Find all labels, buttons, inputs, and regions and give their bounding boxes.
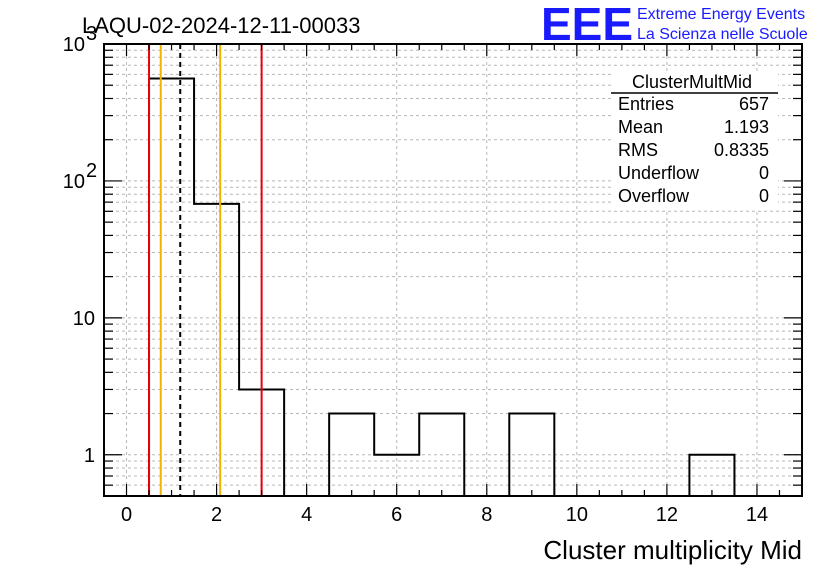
plot-title: LAQU-02-2024-12-11-00033 [82,13,360,38]
stats-box: ClusterMultMid Entries 657 Mean 1.193 RMS 0.8… [611,72,778,210]
y-tick-label: 10 [63,171,85,193]
stats-row-value: 657 [739,94,769,114]
histogram-bin [149,78,194,496]
eee-logo-mark: EEE [541,0,633,50]
x-tick-label: 10 [566,504,588,526]
eee-logo: EEE Extreme Energy Events La Scienza nel… [541,0,808,50]
x-tick-label: 8 [481,504,492,526]
x-tick-label: 2 [211,504,222,526]
y-tick-exponent: 2 [86,160,97,182]
stats-row-label: Underflow [618,163,700,183]
y-tick-label: 10 [73,308,95,330]
y-tick-label: 1 [84,445,95,467]
stats-row-value: 0.8335 [714,140,769,160]
x-tick-label: 4 [301,504,312,526]
stats-row-label: Entries [618,94,674,114]
stats-row-label: Mean [618,117,663,137]
stats-row-label: Overflow [618,186,690,206]
y-tick-label: 10 [63,34,85,56]
stats-row-value: 1.193 [724,117,769,137]
x-tick-label: 12 [656,504,678,526]
x-tick-label: 6 [391,504,402,526]
marker-lines [148,44,263,496]
x-tick-label: 14 [746,504,768,526]
eee-logo-line1: Extreme Energy Events [637,6,805,23]
eee-logo-line2: La Scienza nelle Scuole [637,26,808,43]
stats-row-value: 0 [759,163,769,183]
stats-row-label: RMS [618,140,658,160]
x-tick-label: 0 [121,504,132,526]
stats-box-bg [611,72,778,210]
y-tick-exponent: 3 [86,23,97,45]
stats-title: ClusterMultMid [632,72,752,92]
plot-frame [103,43,803,497]
x-axis-label: Cluster multiplicity Mid [543,535,802,565]
stats-row-value: 0 [759,186,769,206]
